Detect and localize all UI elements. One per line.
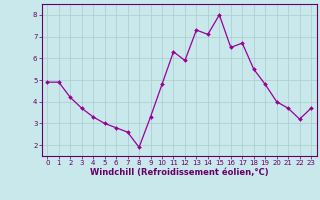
X-axis label: Windchill (Refroidissement éolien,°C): Windchill (Refroidissement éolien,°C) (90, 168, 268, 177)
